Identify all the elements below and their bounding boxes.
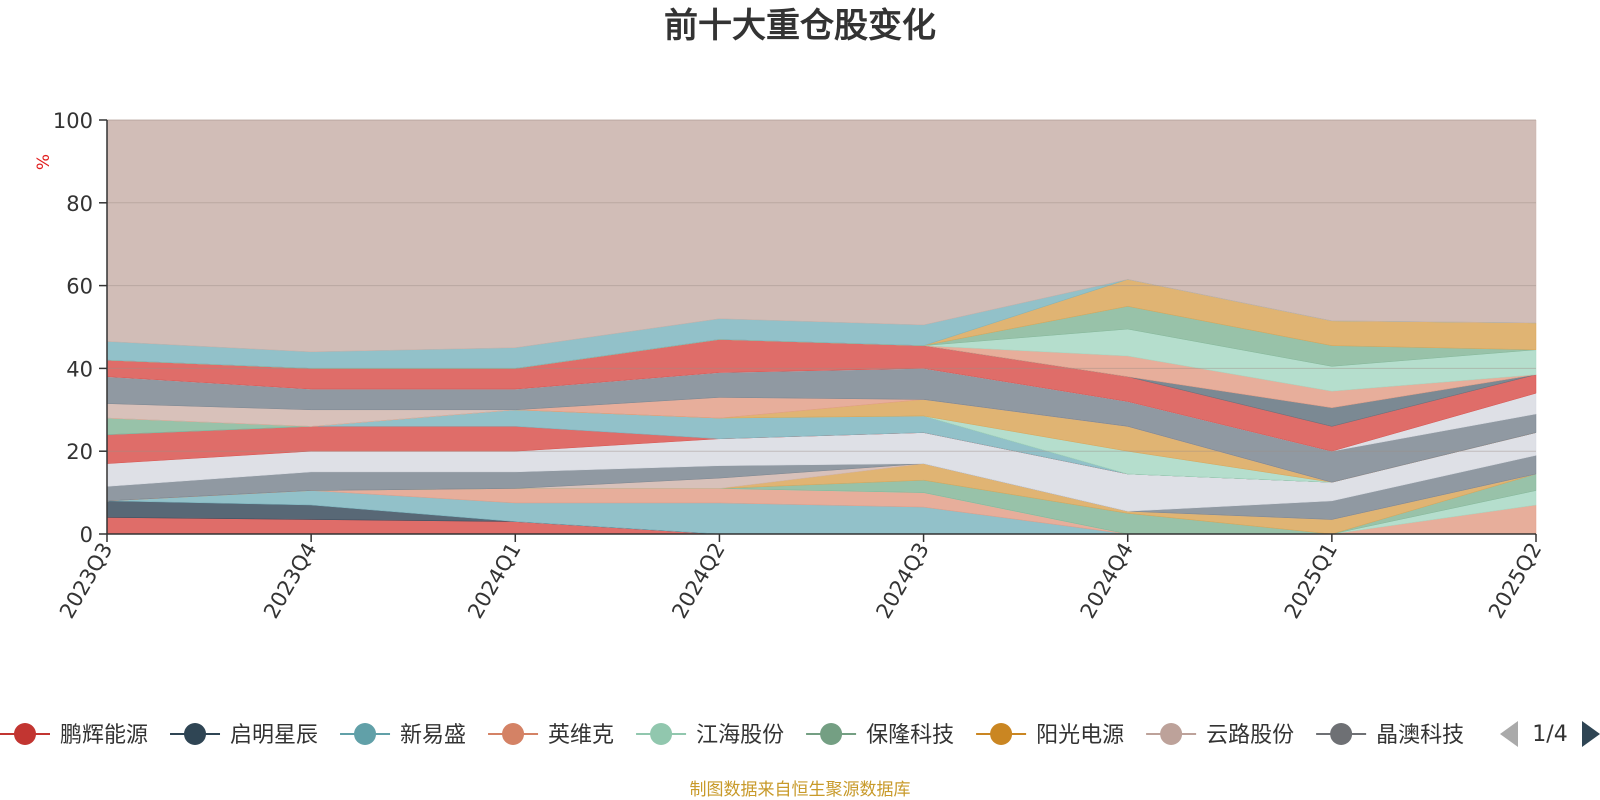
y-tick-label-60: 60 xyxy=(66,275,93,299)
legend-items[interactable]: 鹏辉能源 启明星辰 新易盛 英维克 江海股份 保隆科技 阳光电源 云路股份 晶澳科技 xyxy=(0,723,1464,748)
y-tick-label-80: 80 xyxy=(66,192,93,216)
area-layer-26 xyxy=(106,119,1537,353)
y-axis-unit: % xyxy=(34,154,54,170)
legend-circle-icon xyxy=(502,723,525,745)
grid-lines xyxy=(107,119,1536,452)
legend-next-icon[interactable] xyxy=(1582,721,1600,747)
x-tick-label-2025Q2: 2025Q2 xyxy=(1484,539,1546,623)
chart-title: 前十大重仓股变化 xyxy=(664,6,936,46)
x-tick-label-2025Q1: 2025Q1 xyxy=(1280,539,1342,623)
legend-prev-icon[interactable] xyxy=(1500,721,1518,747)
y-tick-label-100: 100 xyxy=(53,109,93,133)
legend-label: 晶澳科技 xyxy=(1376,723,1464,748)
legend-item-7[interactable]: 云路股份 xyxy=(1146,723,1294,748)
legend-page-indicator: 1/4 xyxy=(1532,722,1567,747)
legend-item-0[interactable]: 鹏辉能源 xyxy=(0,723,148,748)
x-tick-label-2024Q1: 2024Q1 xyxy=(463,539,525,623)
y-tick-label-0: 0 xyxy=(80,523,93,547)
legend-label: 云路股份 xyxy=(1206,723,1294,748)
legend-label: 保隆科技 xyxy=(866,723,954,748)
y-tick-label-40: 40 xyxy=(66,357,93,381)
legend-item-8[interactable]: 晶澳科技 xyxy=(1316,723,1464,748)
legend-item-4[interactable]: 江海股份 xyxy=(636,723,784,748)
legend-circle-icon xyxy=(820,723,843,745)
legend-item-3[interactable]: 英维克 xyxy=(488,723,614,748)
area-layers xyxy=(106,119,1537,535)
legend-circle-icon xyxy=(354,723,377,745)
x-tick-label-2023Q4: 2023Q4 xyxy=(259,539,321,623)
x-tick-label-2024Q4: 2024Q4 xyxy=(1076,539,1138,623)
x-tick-label-2024Q2: 2024Q2 xyxy=(667,539,729,623)
legend-label: 英维克 xyxy=(548,723,614,748)
legend-circle-icon xyxy=(1330,723,1353,745)
legend-label: 鹏辉能源 xyxy=(60,723,148,748)
legend-item-6[interactable]: 阳光电源 xyxy=(976,723,1124,748)
legend-label: 阳光电源 xyxy=(1036,723,1124,748)
legend-pager[interactable]: 1/4 xyxy=(1500,721,1600,747)
legend-item-2[interactable]: 新易盛 xyxy=(340,723,466,748)
legend[interactable]: 鹏辉能源 启明星辰 新易盛 英维克 江海股份 保隆科技 阳光电源 云路股份 晶澳科技 xyxy=(0,723,1464,748)
x-tick-label-2024Q3: 2024Q3 xyxy=(871,539,933,623)
legend-circle-icon xyxy=(990,723,1013,745)
legend-circle-icon xyxy=(1160,723,1183,745)
legend-item-5[interactable]: 保隆科技 xyxy=(806,723,954,748)
legend-circle-icon xyxy=(184,723,207,745)
legend-item-1[interactable]: 启明星辰 xyxy=(170,723,318,748)
legend-label: 江海股份 xyxy=(696,723,784,748)
legend-label: 新易盛 xyxy=(400,723,466,748)
legend-circle-icon xyxy=(14,723,36,745)
legend-circle-icon xyxy=(650,723,673,745)
source-note: 制图数据来自恒生聚源数据库 xyxy=(690,780,911,800)
legend-label: 启明星辰 xyxy=(230,723,318,748)
y-tick-label-20: 20 xyxy=(66,440,93,464)
x-tick-label-2023Q3: 2023Q3 xyxy=(55,539,117,623)
